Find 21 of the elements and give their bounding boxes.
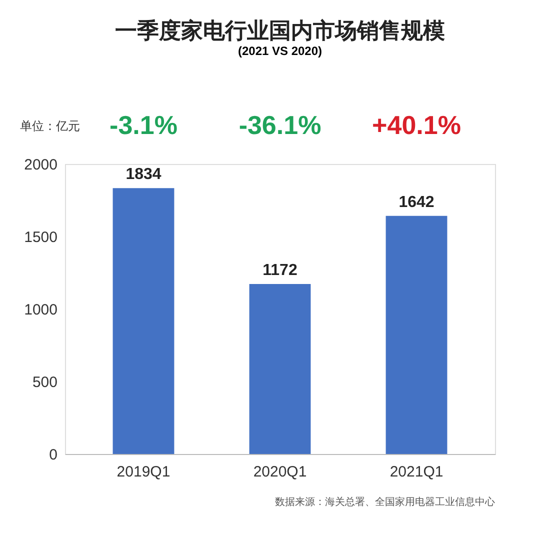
data-label: 1172 <box>262 262 298 280</box>
text: 单位：亿元 <box>20 119 80 133</box>
y-tick-label: 1500 <box>24 229 58 246</box>
source-note: 数据来源：海关总署、全国家用电器工业信息中心 <box>275 496 495 508</box>
bar <box>249 284 311 454</box>
chart-title: 一季度家电行业国内市场销售规模 <box>115 18 445 43</box>
text: +40.1% <box>372 110 461 140</box>
y-tick-label: 1000 <box>24 302 58 318</box>
y-tick-label: 2000 <box>24 156 58 174</box>
text: -3.1% <box>110 110 178 140</box>
chart-subtitle: (2021 VS 2020) <box>238 44 322 58</box>
data-label: 1834 <box>126 166 162 184</box>
bar <box>112 188 174 454</box>
x-tick-label: 2020Q1 <box>253 464 307 480</box>
x-tick-label: 2021Q1 <box>390 464 444 480</box>
x-tick-label: 2019Q1 <box>116 464 170 480</box>
data-label: 1642 <box>398 194 434 211</box>
y-tick-label: 0 <box>49 446 58 464</box>
bar <box>386 216 448 454</box>
text: -36.1% <box>238 110 322 140</box>
y-tick-label: 500 <box>32 374 58 391</box>
